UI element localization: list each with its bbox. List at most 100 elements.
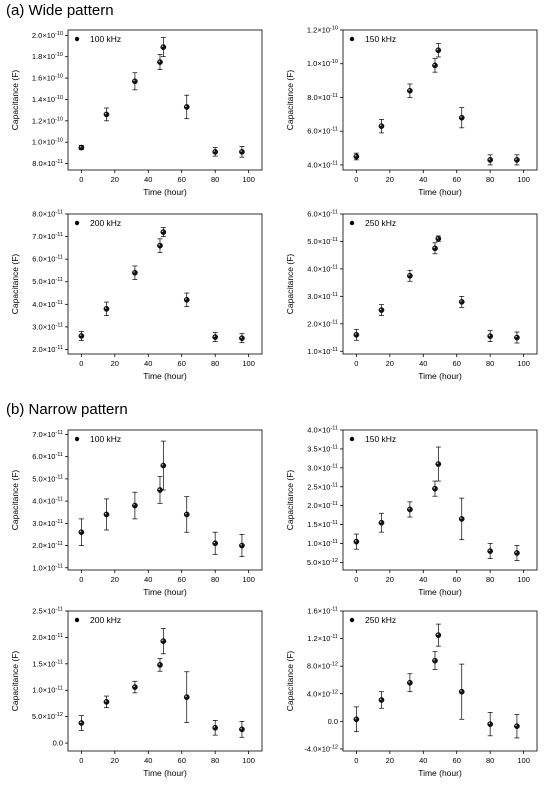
data-point-highlight (104, 512, 107, 515)
data-point-highlight (185, 105, 187, 107)
y-tick-label: 1.4×10-10 (32, 95, 63, 104)
data-point (160, 462, 167, 469)
y-tick-label: 8.0×10-11 (307, 93, 338, 102)
x-tick-label: 60 (453, 575, 461, 584)
x-tick-label: 80 (211, 175, 219, 184)
y-tick-label: 2.0×10-11 (32, 345, 63, 354)
plot-frame (67, 213, 263, 355)
data-point (514, 334, 520, 341)
data-point-highlight (436, 633, 439, 636)
x-tick-label: 40 (419, 756, 427, 765)
data-point (103, 511, 110, 518)
data-point-highlight (436, 48, 439, 51)
plot-frame (342, 429, 538, 571)
data-point-highlight (213, 726, 216, 728)
x-tick-label: 0 (354, 756, 358, 765)
data-point-highlight (185, 512, 187, 515)
y-tick-label: 1.0×10-11 (32, 563, 63, 572)
y-tick-label: 4.0×10-11 (307, 160, 338, 169)
data-point (407, 679, 413, 686)
x-tick-label: 40 (419, 575, 427, 584)
legend-marker (349, 436, 355, 442)
data-point-highlight (488, 158, 491, 160)
y-axis-label: Capacitance (F) (10, 70, 20, 131)
x-tick-label: 100 (242, 575, 255, 584)
x-tick-label: 40 (144, 175, 152, 184)
data-point (183, 104, 190, 110)
y-tick-label: 1.6×10-11 (307, 607, 338, 616)
y-tick-label: 5.0×10-11 (32, 277, 63, 286)
x-tick-label: 60 (178, 756, 186, 765)
x-axis-label: Time (hour) (143, 187, 187, 197)
data-point (103, 111, 110, 118)
data-point (458, 114, 465, 121)
x-axis-label: Time (hour) (418, 587, 462, 597)
data-point (157, 59, 163, 65)
data-point-highlight (515, 724, 517, 727)
data-point-highlight (354, 154, 357, 157)
legend-marker (349, 220, 355, 226)
data-point (239, 542, 245, 549)
data-point (407, 272, 413, 279)
plot-frame (67, 29, 263, 171)
data-point-highlight (460, 300, 462, 302)
x-tick-label: 20 (111, 359, 119, 368)
data-point-highlight (240, 336, 242, 339)
data-point (78, 529, 85, 536)
x-tick-label: 80 (211, 359, 219, 368)
data-point (378, 697, 385, 703)
y-axis-label: Capacitance (F) (10, 651, 20, 712)
x-tick-label: 0 (354, 575, 358, 584)
x-tick-label: 60 (453, 175, 461, 184)
chart-panel-narrow-100khz: 0 20 40 60 80 100 1.0×10-11 2.0×10-11 3.0×10-11 4… (0, 422, 270, 609)
data-point (353, 716, 360, 723)
data-point (78, 144, 85, 151)
legend-label: 250 kHz (365, 615, 396, 625)
data-point-highlight (133, 79, 135, 82)
x-tick-label: 60 (178, 575, 186, 584)
data-point (239, 148, 245, 155)
data-point (487, 721, 494, 727)
y-tick-label: -4.0×10-12 (304, 744, 338, 753)
data-point (432, 62, 438, 69)
x-tick-label: 100 (517, 175, 530, 184)
data-point-highlight (408, 274, 410, 276)
data-point (160, 638, 167, 644)
data-point-highlight (79, 721, 82, 723)
x-tick-label: 20 (111, 175, 119, 184)
data-point (378, 307, 385, 313)
y-tick-label: 2.0×10-11 (307, 501, 338, 510)
data-point (514, 723, 520, 730)
x-axis-label: Time (hour) (418, 371, 462, 381)
data-point (132, 78, 138, 85)
data-point-highlight (460, 116, 462, 118)
plot-frame (67, 429, 263, 571)
chart-panel-wide-150khz: 0 20 40 60 80 100 4.0×10-11 6.0×10-11 8.0×10-11 1… (275, 22, 545, 209)
y-tick-label: 8.0×10-11 (32, 159, 63, 168)
data-point-highlight (161, 45, 164, 48)
x-tick-label: 80 (211, 575, 219, 584)
data-point-highlight (158, 663, 160, 665)
y-axis-label: Capacitance (F) (285, 254, 295, 315)
y-axis-label: Capacitance (F) (10, 254, 20, 315)
chart-wide-100khz: 0 20 40 60 80 100 8.0×10-11 1.0×10-10 1.2×10-10 1… (10, 29, 263, 197)
y-tick-label: 5.0×10-11 (307, 237, 338, 246)
chart-panel-wide-250khz: 0 20 40 60 80 100 1.0×10-11 2.0×10-11 3.0×10-11 4… (275, 206, 545, 393)
data-point-highlight (213, 150, 216, 152)
legend-marker (349, 36, 355, 42)
x-tick-label: 20 (111, 756, 119, 765)
data-point-highlight (79, 530, 82, 533)
y-tick-label: 2.0×10-11 (307, 319, 338, 328)
y-tick-label: 2.0×10-10 (32, 31, 63, 40)
y-tick-label: 1.6×10-10 (32, 74, 63, 83)
data-point-highlight (79, 334, 82, 336)
y-tick-label: 3.5×10-11 (307, 444, 338, 453)
section-a-title: (a) Wide pattern (6, 2, 114, 19)
y-tick-label: 4.0×10-11 (32, 497, 63, 506)
data-point-highlight (488, 722, 491, 725)
x-tick-label: 40 (144, 359, 152, 368)
y-tick-label: 4.0×10-11 (307, 426, 338, 435)
x-tick-label: 100 (517, 359, 530, 368)
data-point-highlight (379, 124, 382, 127)
y-tick-label: 2.0×10-11 (32, 541, 63, 550)
